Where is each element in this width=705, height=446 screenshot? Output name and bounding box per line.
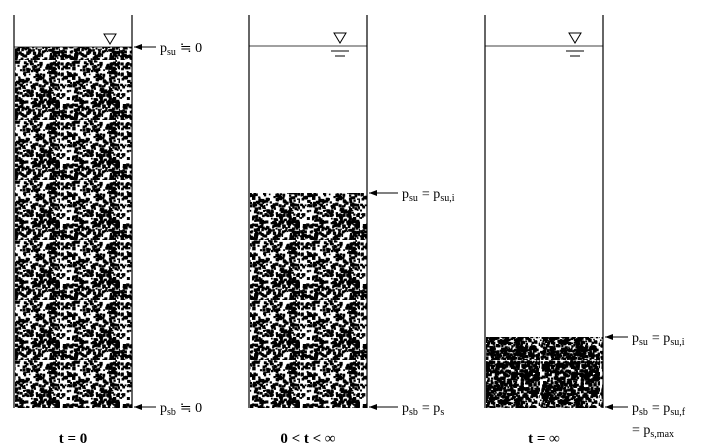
sediment [250,193,367,408]
subscript: su,i [670,337,684,348]
sediment [486,337,603,408]
label-text: = p [652,401,670,416]
water-level-symbol [103,33,117,45]
time-caption: t = ∞ [528,431,560,446]
time-caption: t = 0 [59,431,88,446]
label-text: = p [632,423,650,438]
subscript: sb [409,407,418,418]
time-caption: 0 < t < ∞ [280,431,336,446]
pressure-label: psu = psu,i [402,187,455,204]
water-level-symbol [568,32,582,44]
subscript: su [409,193,418,204]
sediment [15,47,132,408]
label-text: = p [422,187,440,202]
subscript: s,max [650,429,674,440]
label-text: p [402,401,409,416]
label-text: = p [652,331,670,346]
label-text: p [160,401,167,416]
subscript: su,f [670,407,685,418]
pressure-label: psu = psu,i [632,331,685,348]
subscript: su [167,47,176,58]
pressure-label: psb = psu,f [632,401,686,418]
label-text: ≒ 0 [180,401,202,416]
label-text: p [402,187,409,202]
label-text: p [160,41,167,56]
subscript: sb [167,407,176,418]
label-text: p [632,401,639,416]
subscript: sb [639,407,648,418]
subscript: s [440,407,444,418]
label-text: p [632,331,639,346]
pressure-label: = ps,max [632,423,674,440]
pressure-label: psb = ps [402,401,444,418]
pressure-label: psb ≒ 0 [160,401,202,418]
label-text: = p [422,401,440,416]
water-level-symbol [333,32,347,44]
subscript: su,i [440,193,454,204]
label-text: ≒ 0 [180,41,202,56]
subscript: su [639,337,648,348]
pressure-label: psu ≒ 0 [160,41,202,58]
